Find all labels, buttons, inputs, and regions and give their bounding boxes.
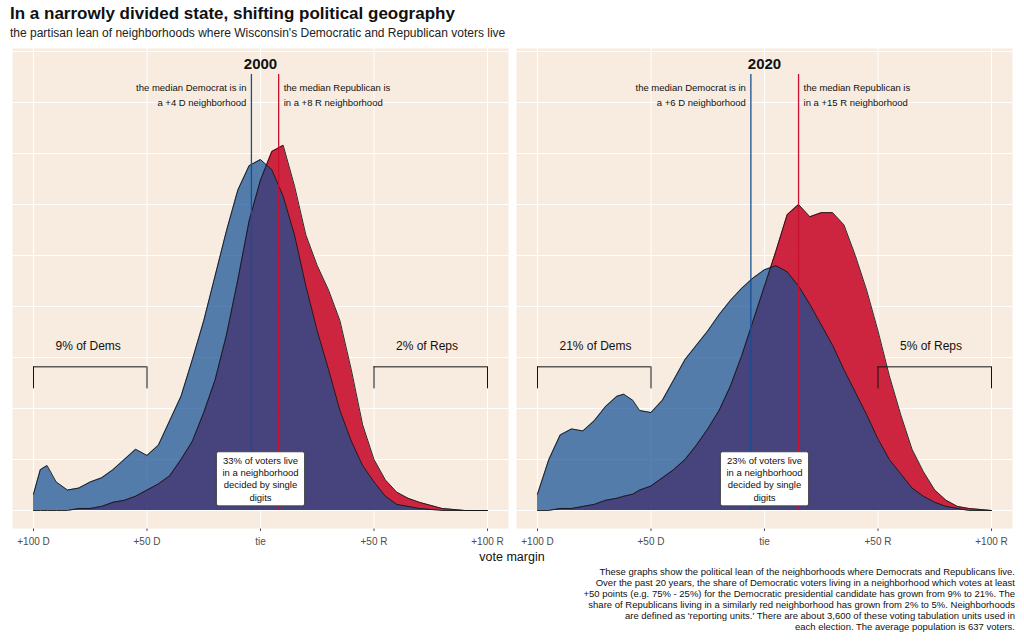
svg-text:23% of voters livein a neighbo: 23% of voters livein a neighborhooddecid… (726, 455, 802, 503)
html-text:Over the past 20 years, the sh: Over the past 20 years, the share of Dem… (595, 577, 1015, 588)
svg-text:the median Republican isin a +: the median Republican isin a +15 R neigh… (804, 82, 911, 107)
svg-text:the median Democrat is ina +6: the median Democrat is ina +6 D neighbor… (636, 82, 746, 107)
svg-text:9% of Dems: 9% of Dems (56, 339, 121, 353)
svg-text:tie: tie (759, 536, 770, 547)
svg-text:+100 D: +100 D (521, 536, 554, 547)
svg-text:+100 R: +100 R (471, 536, 504, 547)
html-text:each election. The average pop: each election. The average population is… (794, 621, 1015, 632)
html-text:These graphs show the politica: These graphs show the political lean of … (599, 566, 1015, 577)
svg-text:+50 D: +50 D (638, 536, 665, 547)
svg-text:21% of Dems: 21% of Dems (560, 339, 632, 353)
html-text:In a narrowly divided state, s: In a narrowly divided state, shifting po… (10, 4, 455, 23)
svg-text:+50 R: +50 R (361, 536, 388, 547)
svg-text:+100 D: +100 D (17, 536, 50, 547)
svg-text:+50 R: +50 R (865, 536, 892, 547)
svg-text:the median Republican isin a +: the median Republican isin a +8 R neighb… (284, 82, 391, 107)
svg-text:2000: 2000 (244, 55, 277, 72)
svg-text:33% of voters livein a neighbo: 33% of voters livein a neighborhooddecid… (222, 455, 298, 503)
svg-text:5% of Reps: 5% of Reps (900, 339, 962, 353)
html-text:the partisan lean of neighborh: the partisan lean of neighborhoods where… (10, 26, 506, 40)
svg-text:+50 D: +50 D (134, 536, 161, 547)
svg-text:2% of Reps: 2% of Reps (396, 339, 458, 353)
svg-text:2020: 2020 (748, 55, 781, 72)
svg-text:tie: tie (255, 536, 266, 547)
html-text:are defined as 'reporting unit: are defined as 'reporting units.' There … (624, 610, 1015, 621)
html-text:vote margin: vote margin (479, 550, 545, 564)
html-text:+50 points (e.g. 75% - 25%) fo: +50 points (e.g. 75% - 25%) for the Demo… (583, 588, 1015, 599)
svg-text:the median Democrat is ina +4: the median Democrat is ina +4 D neighbor… (136, 82, 246, 107)
svg-text:+100 R: +100 R (975, 536, 1008, 547)
html-text:share of Republicans living in: share of Republicans living in a similar… (588, 599, 1015, 610)
